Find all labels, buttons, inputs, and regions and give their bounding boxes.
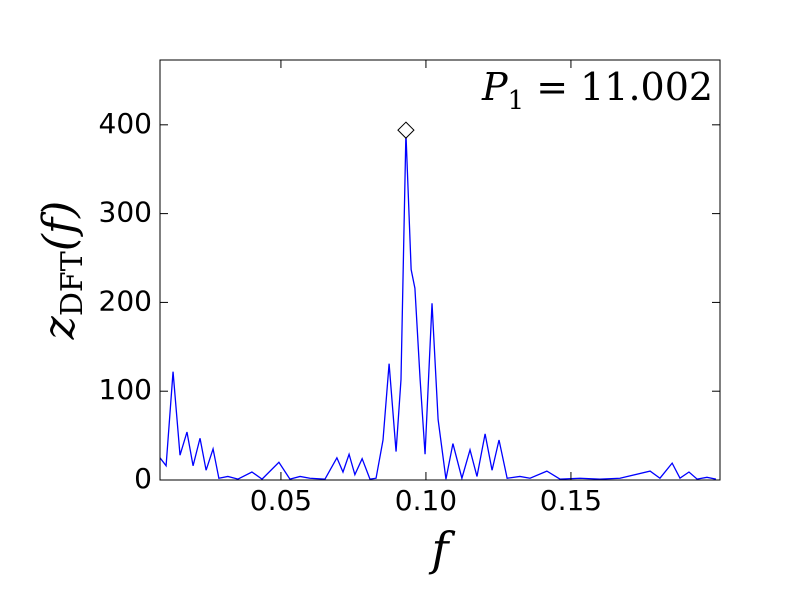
x-tick-label: 0.10 xyxy=(395,484,457,517)
annotation-sub: 1 xyxy=(508,86,525,116)
annotation: P1 = 11.002 xyxy=(481,65,713,117)
y-tick-label: 400 xyxy=(99,107,152,140)
y-label-sub: DFT xyxy=(55,251,90,316)
y-axis-label: zDFT(f) xyxy=(34,201,91,341)
peak-marker xyxy=(397,121,415,139)
plot-frame xyxy=(159,59,721,481)
y-label-base: z xyxy=(34,315,85,340)
y-tick-label: 0 xyxy=(134,462,152,495)
x-tick-label: 0.05 xyxy=(250,484,312,517)
y-tick-label: 300 xyxy=(99,196,152,229)
y-tick-label: 100 xyxy=(99,373,152,406)
x-tick-label: 0.15 xyxy=(540,484,602,517)
y-tick-label: 200 xyxy=(99,284,152,317)
annotation-tail: = 11.002 xyxy=(524,65,713,109)
annotation-base: P xyxy=(481,65,509,109)
y-label-tail: (f) xyxy=(34,201,85,252)
